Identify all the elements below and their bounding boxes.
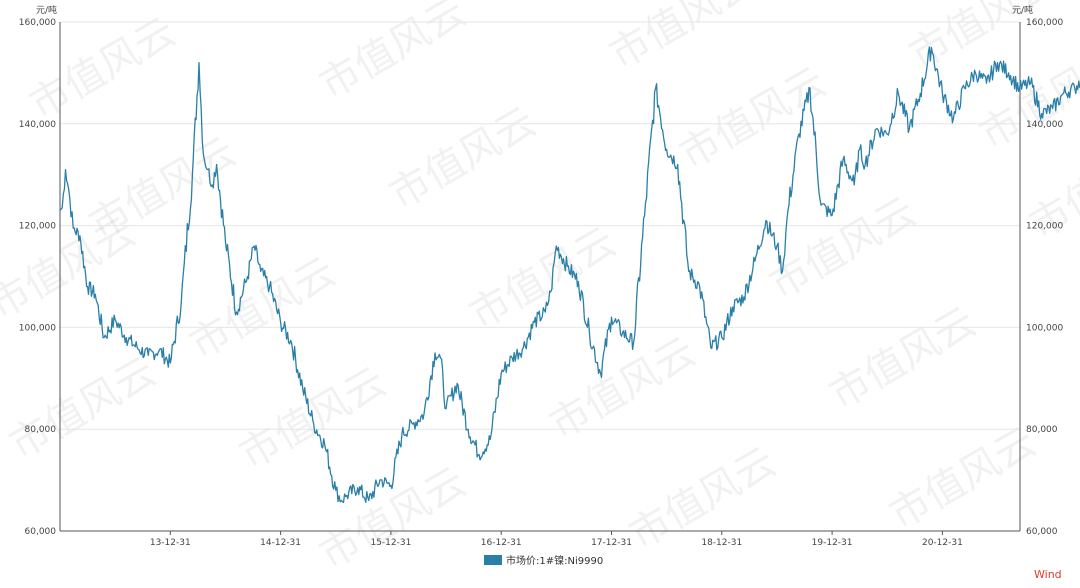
x-axis-ticks: 13-12-31 14-12-31 15-12-31 16-12-31 17-12-31…	[150, 531, 963, 548]
y-tick-label-right: 160,000	[1026, 18, 1063, 28]
watermark-text: 市值风云	[382, 99, 544, 219]
y-tick-label-left: 80,000	[25, 425, 57, 435]
y-tick-label-left: 60,000	[25, 527, 57, 537]
source-label: Wind	[1034, 568, 1062, 581]
x-tick-label: 16-12-31	[481, 538, 522, 548]
watermark-text: 市值风云	[822, 299, 984, 419]
x-tick-label: 19-12-31	[812, 538, 853, 548]
y-axis-right-ticks: 60,000 80,000 100,000 120,000 140,000 160,000	[1026, 18, 1063, 537]
watermark-text: 市值风云	[882, 419, 1044, 539]
y-tick-label-right: 60,000	[1026, 527, 1058, 537]
y-axis-left-unit: 元/吨	[36, 4, 57, 16]
y-tick-label-right: 80,000	[1026, 425, 1058, 435]
watermark-text: 市值风云	[902, 0, 1064, 79]
watermark-text: 市值风云	[672, 59, 834, 179]
y-tick-label-left: 100,000	[19, 323, 56, 333]
watermark-text: 市值风云	[182, 249, 344, 369]
y-axis-left-ticks: 60,000 80,000 100,000 120,000 140,000 160,000	[19, 18, 56, 537]
y-tick-label-left: 160,000	[19, 18, 56, 28]
watermark-text: 市值风云	[2, 349, 164, 469]
x-tick-label: 15-12-31	[370, 538, 411, 548]
grid-lines	[60, 21, 1020, 430]
y-tick-label-right: 100,000	[1026, 323, 1063, 333]
legend-swatch	[484, 555, 502, 565]
y-tick-label-left: 120,000	[19, 222, 56, 232]
series-line-ni9990	[59, 46, 1080, 504]
x-tick-label: 17-12-31	[591, 538, 632, 548]
watermark-text: 市值风云	[602, 0, 764, 79]
legend: 市场价:1#镍:Ni9990	[484, 554, 603, 567]
watermark-text: 市值风云	[762, 189, 924, 309]
watermark-text: 市值风云	[972, 39, 1080, 159]
y-tick-label-left: 140,000	[19, 120, 56, 130]
watermark-text: 市值风云	[462, 219, 624, 339]
y-axis-right-unit: 元/吨	[1012, 4, 1033, 16]
y-tick-label-right: 120,000	[1026, 222, 1063, 232]
x-tick-label: 20-12-31	[922, 538, 963, 548]
watermark-text: 市值风云	[312, 459, 474, 579]
watermark-text: 市值风云	[542, 329, 704, 449]
x-tick-label: 13-12-31	[150, 538, 191, 548]
x-tick-label: 18-12-31	[701, 538, 742, 548]
watermark-text: 市值风云	[312, 0, 474, 109]
y-tick-label-right: 140,000	[1026, 120, 1063, 130]
axes	[59, 22, 1021, 532]
x-tick-label: 14-12-31	[260, 538, 301, 548]
legend-label: 市场价:1#镍:Ni9990	[506, 554, 603, 567]
